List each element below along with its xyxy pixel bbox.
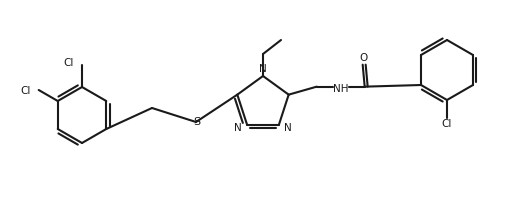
- Text: O: O: [359, 53, 368, 63]
- Text: S: S: [193, 117, 201, 127]
- Text: N: N: [259, 64, 267, 74]
- Text: Cl: Cl: [21, 86, 31, 96]
- Text: NH: NH: [333, 84, 348, 94]
- Text: Cl: Cl: [442, 119, 452, 129]
- Text: N: N: [284, 123, 291, 133]
- Text: Cl: Cl: [64, 58, 74, 68]
- Text: N: N: [235, 123, 242, 133]
